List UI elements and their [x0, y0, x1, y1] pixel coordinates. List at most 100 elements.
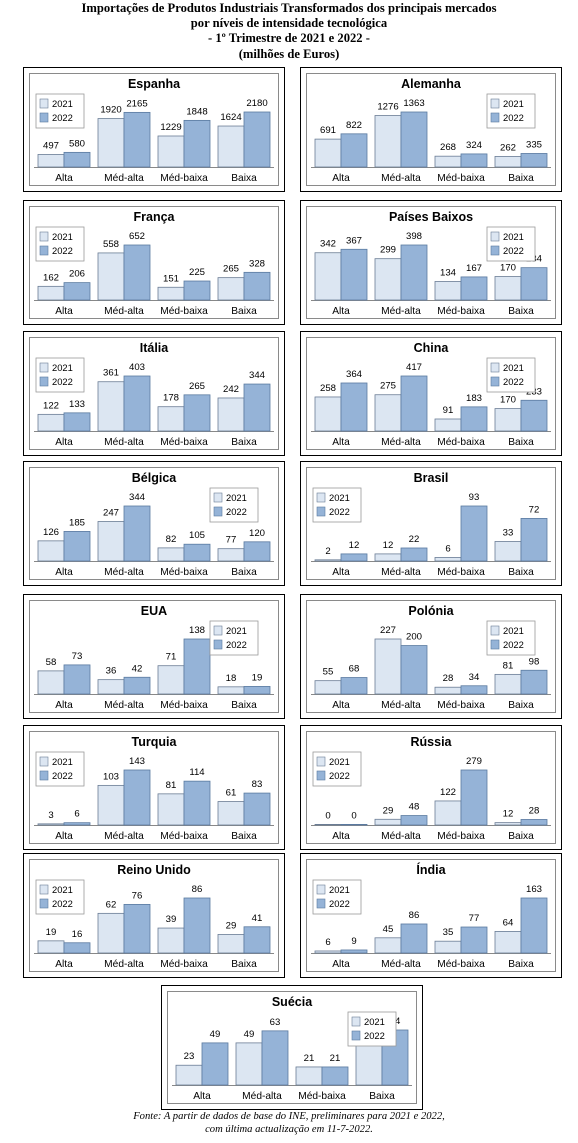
legend-label-2022: 2022: [52, 245, 73, 256]
category-label-med-alta: Méd-alta: [104, 437, 144, 448]
legend-label-2022: 2022: [52, 112, 73, 123]
chart-title: Brasil: [414, 471, 449, 485]
category-label-med-baixa: Méd-baixa: [437, 831, 485, 842]
bar-baixa-2021: [217, 125, 245, 168]
data-label-med-alta-2021: 45: [383, 924, 394, 935]
legend-swatch-2022: [316, 770, 326, 781]
title-line-1: Importações de Produtos Industriais Tran…: [81, 1, 497, 15]
bar-med-baixa-2022: [183, 897, 211, 954]
data-label-alta-2021: 0: [325, 810, 330, 821]
bar-baixa-2022: [520, 267, 548, 301]
chart-title: Itália: [140, 341, 170, 355]
bar-baixa-2022: [520, 399, 548, 432]
category-label-med-baixa: Méd-baixa: [437, 700, 485, 711]
bar-baixa-2021: [217, 801, 245, 826]
legend-swatch-2022: [213, 506, 223, 517]
bar-med-baixa-2022: [183, 638, 211, 695]
chart-svg-reino-unido: Reino Unido 19 16 Alta 62 76 Méd-alta 39 86 Méd-b…: [34, 863, 274, 970]
legend-label-2022: 2022: [226, 639, 247, 650]
legend-swatch-2021: [39, 98, 49, 109]
data-label-med-alta-2021: 29: [383, 805, 394, 816]
legend: 2021 2022: [486, 93, 536, 129]
legend-swatch-2021: [490, 231, 500, 242]
bar-med-alta-2021: [235, 1042, 263, 1086]
bar-baixa-2022: [243, 383, 271, 432]
bar-alta-2021: [175, 1064, 203, 1086]
bar-med-baixa-2021: [157, 286, 185, 301]
bar-med-alta-2022: [400, 111, 428, 168]
bar-baixa-2021: [494, 156, 522, 168]
data-label-alta-2021: 122: [43, 400, 59, 411]
category-label-baixa: Baixa: [508, 959, 534, 970]
legend: 2021 2022: [35, 357, 85, 393]
data-label-med-alta-2021: 1276: [377, 102, 398, 113]
bar-med-baixa-2021: [157, 406, 185, 432]
legend: 2021 2022: [312, 879, 362, 915]
legend: 2021 2022: [486, 357, 536, 393]
data-label-med-baixa-2022: 21: [330, 1053, 341, 1064]
legend: 2021 2022: [312, 487, 362, 523]
legend: 2021 2022: [486, 226, 536, 262]
chart-svg-suecia: Suécia2349Alta4963Méd-alta2121Méd-baixa5…: [172, 995, 412, 1102]
chart-panel-china: China 258 364 Alta 275 417 Méd-alta 91 183 Méd-ba…: [300, 331, 562, 456]
chart-svg-brasil: Brasil 2 12 Alta 12 22 Méd-alta 6 93 Méd-baixa 33 7…: [311, 471, 551, 578]
bar-med-alta-2022: [400, 375, 428, 432]
bar-med-baixa-2022: [460, 406, 488, 432]
category-label-med-alta: Méd-alta: [381, 831, 421, 842]
data-label-baixa-2022: 344: [249, 370, 266, 381]
data-label-med-alta-2021: 62: [106, 899, 117, 910]
plot-area-frame: [29, 600, 279, 713]
bar-alta-2021: [37, 413, 65, 432]
bar-med-baixa-2022: [460, 505, 488, 562]
bar-baixa-2022: [243, 111, 271, 168]
plot-area-frame: [29, 73, 279, 186]
data-label-med-alta-2022: 63: [270, 1017, 281, 1028]
data-label-baixa-2022: 163: [526, 884, 542, 895]
data-label-baixa-2021: 265: [223, 264, 239, 275]
plot-area-frame: [29, 206, 279, 319]
bar-med-alta-2022: [123, 111, 151, 168]
chart-title: Bélgica: [132, 471, 178, 485]
bar-baixa-2022: [520, 897, 548, 954]
data-label-alta-2021: 3: [48, 810, 53, 821]
chart-panel-alemanha: Alemanha 691 822 Alta 1276 1363 Méd-alta 268 324…: [300, 67, 562, 192]
bar-med-alta-2021: [97, 679, 125, 695]
plot-area-frame: [306, 600, 556, 713]
bar-alta-2021: [314, 396, 342, 432]
legend: 2021 2022: [209, 487, 259, 523]
data-label-baixa-2021: 81: [503, 660, 514, 671]
bar-alta-2021: [37, 285, 65, 301]
bar-baixa-2022: [520, 518, 548, 562]
legend-label-2021: 2021: [364, 1016, 385, 1027]
data-label-med-baixa-2022: 93: [469, 492, 480, 503]
bar-alta-2022: [340, 553, 368, 562]
bar-med-baixa-2021: [157, 547, 185, 562]
bar-med-alta-2021: [374, 553, 402, 562]
data-label-alta-2021: 258: [320, 383, 336, 394]
category-label-baixa: Baixa: [231, 959, 257, 970]
bar-med-baixa-2022: [460, 276, 488, 301]
category-label-baixa: Baixa: [508, 831, 534, 842]
bar-med-baixa-2021: [295, 1066, 323, 1086]
chart-svg-china: China 258 364 Alta 275 417 Méd-alta 91 183 Méd-ba…: [311, 341, 551, 448]
main-title: Importações de Produtos Industriais Tran…: [0, 1, 578, 62]
data-label-baixa-2021: 170: [500, 263, 516, 274]
data-label-med-alta-2021: 103: [103, 771, 119, 782]
data-label-med-alta-2022: 344: [129, 492, 146, 503]
category-label-med-baixa: Méd-baixa: [437, 173, 485, 184]
chart-title: China: [414, 341, 450, 355]
data-label-med-baixa-2021: 35: [443, 927, 454, 938]
category-label-med-baixa: Méd-baixa: [437, 306, 485, 317]
chart-panel-paises-baixos: Países Baixos 342 367 Alta 299 398 Méd-alta 134…: [300, 200, 562, 325]
bar-alta-2022: [63, 822, 91, 826]
bar-med-alta-2022: [123, 769, 151, 826]
category-label-baixa: Baixa: [508, 567, 534, 578]
data-label-baixa-2022: 28: [529, 805, 540, 816]
category-label-med-alta: Méd-alta: [104, 700, 144, 711]
bar-baixa-2021: [217, 548, 245, 562]
data-label-med-baixa-2022: 138: [189, 625, 205, 636]
data-label-med-alta-2021: 558: [103, 239, 119, 250]
category-label-med-alta: Méd-alta: [381, 437, 421, 448]
legend-label-2021: 2021: [52, 98, 73, 109]
data-label-baixa-2021: 12: [503, 809, 514, 820]
